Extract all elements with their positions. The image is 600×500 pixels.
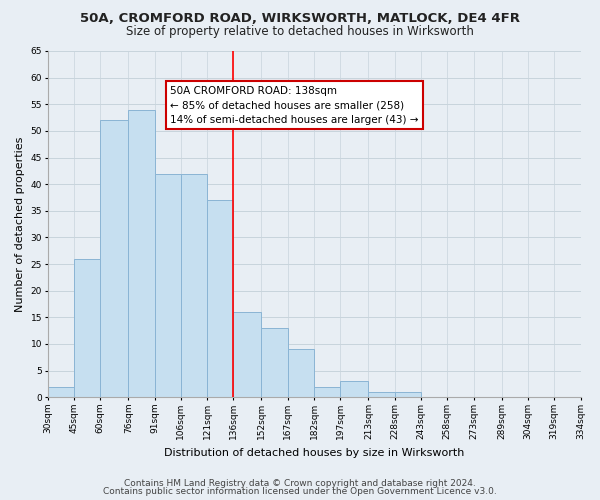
Bar (181, 174, 207, 397)
Bar (340, 382, 368, 397)
Text: Contains HM Land Registry data © Crown copyright and database right 2024.: Contains HM Land Registry data © Crown c… (124, 478, 476, 488)
Text: Size of property relative to detached houses in Wirksworth: Size of property relative to detached ho… (126, 25, 474, 38)
Bar (47, 386, 74, 397)
Bar (395, 392, 421, 397)
Bar (207, 200, 233, 397)
Bar (74, 258, 100, 397)
Bar (314, 386, 340, 397)
Bar (233, 312, 262, 397)
Y-axis label: Number of detached properties: Number of detached properties (15, 136, 25, 312)
Bar (288, 350, 314, 397)
Bar (100, 120, 128, 397)
Bar (368, 392, 395, 397)
Bar (128, 110, 155, 397)
X-axis label: Distribution of detached houses by size in Wirksworth: Distribution of detached houses by size … (164, 448, 464, 458)
Text: 50A, CROMFORD ROAD, WIRKSWORTH, MATLOCK, DE4 4FR: 50A, CROMFORD ROAD, WIRKSWORTH, MATLOCK,… (80, 12, 520, 26)
Bar (262, 328, 288, 397)
Text: 50A CROMFORD ROAD: 138sqm
← 85% of detached houses are smaller (258)
14% of semi: 50A CROMFORD ROAD: 138sqm ← 85% of detac… (170, 86, 419, 125)
Bar (155, 174, 181, 397)
Text: Contains public sector information licensed under the Open Government Licence v3: Contains public sector information licen… (103, 487, 497, 496)
